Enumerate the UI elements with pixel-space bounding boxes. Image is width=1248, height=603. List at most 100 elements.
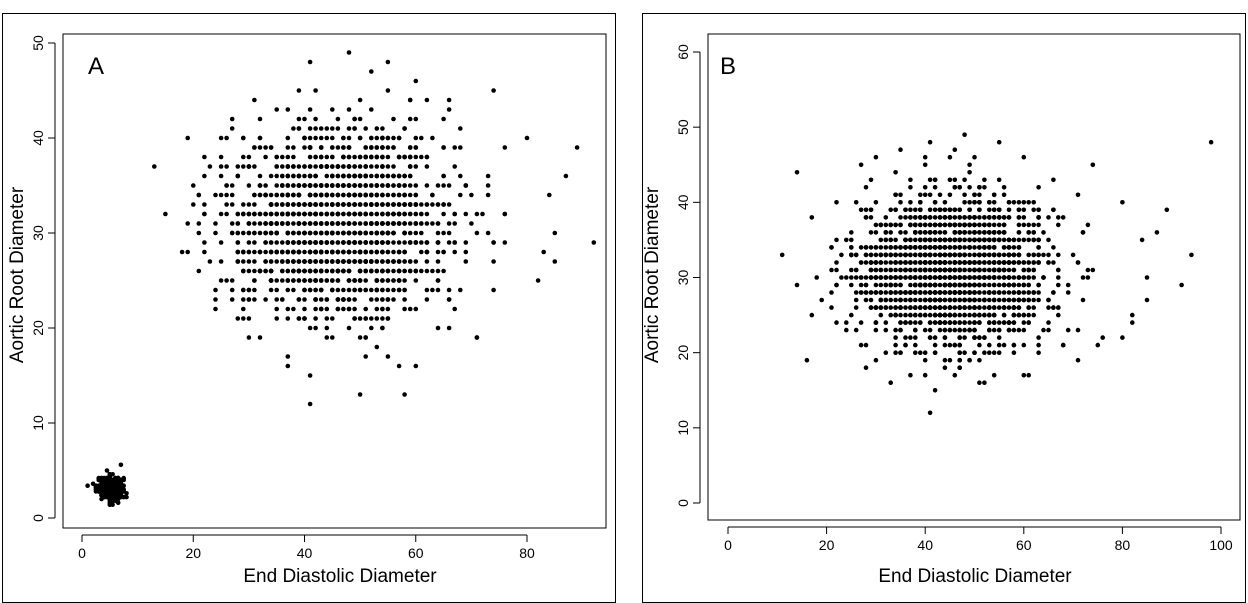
- data-point: [380, 164, 385, 169]
- data-point: [908, 320, 913, 325]
- data-point: [952, 305, 958, 310]
- data-point: [898, 327, 903, 333]
- data-point: [402, 230, 407, 236]
- data-point: [853, 305, 859, 310]
- data-point: [385, 221, 391, 226]
- data-point: [937, 260, 943, 265]
- data-point: [235, 249, 241, 255]
- data-point: [363, 192, 369, 198]
- data-point: [369, 135, 374, 141]
- data-point: [908, 335, 913, 340]
- data-point: [937, 237, 943, 243]
- data-point: [1041, 252, 1046, 258]
- data-point: [1011, 275, 1017, 280]
- data-point: [1026, 260, 1031, 265]
- data-point: [1021, 282, 1027, 288]
- data-point: [1011, 350, 1017, 356]
- data-point: [274, 107, 280, 112]
- data-point: [263, 259, 268, 264]
- data-point: [296, 211, 302, 217]
- data-point: [369, 268, 374, 274]
- data-point: [927, 215, 933, 220]
- data-point: [1006, 305, 1012, 310]
- data-point: [257, 145, 263, 150]
- data-point: [957, 350, 962, 356]
- data-point: [903, 312, 908, 318]
- data-point: [927, 207, 933, 213]
- data-point: [1006, 327, 1012, 333]
- data-point: [1001, 290, 1007, 295]
- data-point: [285, 363, 291, 369]
- data-point: [380, 145, 385, 150]
- data-point: [335, 268, 341, 274]
- data-point: [224, 164, 229, 169]
- data-point: [385, 287, 391, 293]
- data-point: [330, 126, 335, 131]
- data-point: [1011, 237, 1017, 243]
- data-point: [957, 260, 962, 265]
- data-point: [413, 154, 419, 160]
- data-point: [307, 164, 313, 169]
- data-point: [972, 237, 977, 243]
- data-point: [229, 287, 235, 293]
- data-point: [335, 202, 341, 207]
- data-point: [302, 278, 307, 283]
- data-point: [942, 267, 948, 273]
- data-point: [402, 173, 407, 179]
- data-point: [962, 350, 967, 356]
- data-point: [374, 221, 380, 226]
- data-point: [241, 164, 246, 169]
- data-point: [922, 222, 928, 228]
- data-point: [296, 116, 302, 122]
- data-point: [883, 275, 889, 280]
- data-point: [918, 230, 923, 235]
- data-point: [1041, 327, 1046, 333]
- data-point: [977, 200, 982, 205]
- data-point: [1051, 290, 1056, 295]
- data-point: [330, 221, 335, 226]
- data-point: [967, 215, 972, 220]
- data-point: [218, 240, 224, 245]
- data-point: [932, 267, 938, 273]
- data-point: [391, 164, 396, 169]
- data-point: [291, 268, 296, 274]
- data-point: [413, 221, 419, 226]
- data-point: [307, 145, 313, 150]
- data-point: [1056, 252, 1061, 258]
- data-point: [357, 97, 363, 103]
- data-point: [977, 237, 982, 243]
- data-point: [380, 259, 385, 264]
- data-point: [363, 126, 369, 131]
- data-point: [330, 145, 335, 150]
- data-point: [942, 305, 948, 310]
- data-point: [213, 192, 218, 198]
- data-point: [932, 335, 938, 340]
- data-point: [868, 290, 874, 295]
- data-point: [296, 240, 302, 245]
- data-point: [829, 245, 834, 250]
- data-point: [1001, 192, 1007, 198]
- data-point: [937, 297, 943, 303]
- data-point: [235, 173, 241, 179]
- data-point: [241, 211, 246, 217]
- data-point: [937, 312, 943, 318]
- data-point: [967, 327, 972, 333]
- data-point: [330, 202, 335, 207]
- data-point: [937, 290, 943, 295]
- data-point: [252, 268, 257, 274]
- data-point: [396, 259, 402, 264]
- data-point: [908, 297, 913, 303]
- data-point: [413, 240, 419, 245]
- data-point: [922, 192, 928, 198]
- data-point: [419, 135, 424, 141]
- data-point: [307, 249, 313, 255]
- data-point: [380, 249, 385, 255]
- data-point: [263, 268, 268, 274]
- data-point: [229, 202, 235, 207]
- data-point: [318, 240, 324, 245]
- data-point: [291, 287, 296, 293]
- data-point: [996, 207, 1002, 213]
- data-point: [1208, 139, 1214, 145]
- data-point: [363, 240, 369, 245]
- data-point: [302, 259, 307, 264]
